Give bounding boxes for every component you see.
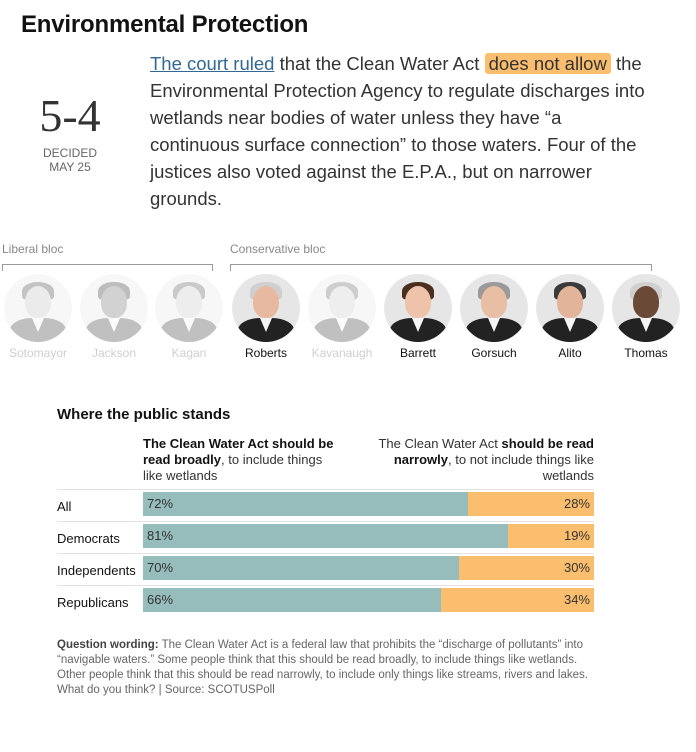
- narrow-header: The Clean Water Act should be read narro…: [364, 436, 594, 484]
- justice-kavanaugh: Kavanaugh: [306, 274, 378, 360]
- stacked-bar: 66% 34%: [143, 588, 594, 612]
- category-label: Republicans: [57, 595, 129, 610]
- justice-portrait: [460, 274, 528, 342]
- justice-barrett: Barrett: [382, 274, 454, 360]
- bar-broad: 70%: [143, 556, 459, 580]
- vote-box: 5-4 DECIDED MAY 25: [20, 90, 120, 175]
- decided-label: DECIDED: [42, 146, 97, 160]
- justice-portrait: [155, 274, 223, 342]
- narrow-header-bold: should be read narrowly: [393, 436, 594, 467]
- justice-jackson: Jackson: [78, 274, 150, 360]
- stacked-bar: 81% 19%: [143, 524, 594, 548]
- ruling-link[interactable]: The court ruled: [150, 53, 275, 74]
- row-divider: [57, 489, 594, 490]
- bar-broad-label: 66%: [147, 592, 174, 607]
- justice-alito: Alito: [534, 274, 606, 360]
- broad-header-rest: , to include things like wetlands: [143, 452, 323, 483]
- conservative-bloc-label: Conservative bloc: [230, 242, 326, 256]
- liberal-bloc-label: Liberal bloc: [2, 242, 64, 256]
- justice-name: Alito: [558, 346, 582, 360]
- category-label: Democrats: [57, 531, 120, 546]
- ruling-summary: The court ruled that the Clean Water Act…: [150, 50, 650, 212]
- justice-roberts: Roberts: [230, 274, 302, 360]
- conservative-bloc-bracket: [230, 264, 652, 271]
- bar-narrow: 30%: [458, 556, 594, 580]
- justice-portrait: [80, 274, 148, 342]
- justice-name: Kagan: [171, 346, 207, 360]
- justice-name: Thomas: [624, 346, 668, 360]
- justice-name: Gorsuch: [471, 346, 517, 360]
- poll-row-all: All 72% 28%: [57, 489, 594, 518]
- bar-broad: 81%: [143, 524, 509, 548]
- justice-thomas: Thomas: [610, 274, 682, 360]
- justice-name: Barrett: [399, 346, 436, 360]
- bar-narrow-label: 19%: [563, 528, 590, 543]
- stacked-bar: 72% 28%: [143, 492, 594, 516]
- stacked-bar: 70% 30%: [143, 556, 594, 580]
- question-wording: Question wording: The Clean Water Act is…: [57, 638, 597, 698]
- justice-name: Jackson: [91, 346, 137, 360]
- bar-narrow: 34%: [440, 588, 594, 612]
- vote-count: 5-4: [39, 90, 101, 141]
- justice-sotomayor: Sotomayor: [2, 274, 74, 360]
- summary-part-2: the Environmental Protection Agency to r…: [150, 53, 645, 209]
- row-divider: [57, 553, 594, 554]
- justice-name: Roberts: [244, 346, 288, 360]
- justice-gorsuch: Gorsuch: [458, 274, 530, 360]
- bar-narrow: 19%: [508, 524, 594, 548]
- justice-portrait: [612, 274, 680, 342]
- row-divider: [57, 585, 594, 586]
- justice-name: Sotomayor: [8, 346, 68, 360]
- bar-broad: 72%: [143, 492, 468, 516]
- summary-part-1: that the Clean Water Act: [274, 53, 485, 74]
- poll-row-independents: Independents 70% 30%: [57, 553, 594, 582]
- justice-portrait: [4, 274, 72, 342]
- justice-portrait: [308, 274, 376, 342]
- justice-name: Kavanaugh: [311, 346, 373, 360]
- liberal-bloc-bracket: [2, 264, 213, 271]
- bar-narrow-label: 34%: [563, 592, 590, 607]
- category-label: All: [57, 499, 72, 514]
- bar-broad-label: 81%: [147, 528, 174, 543]
- justice-kagan: Kagan: [153, 274, 225, 360]
- bar-broad-label: 70%: [147, 560, 174, 575]
- question-wording-label: Question wording:: [57, 639, 159, 651]
- bar-narrow-label: 28%: [563, 496, 590, 511]
- narrow-header-pre: The Clean Water Act: [378, 436, 502, 451]
- row-divider: [57, 521, 594, 522]
- decided-date: MAY 25: [49, 160, 91, 174]
- highlight-does-not-allow: does not allow: [484, 53, 611, 74]
- poll-row-democrats: Democrats 81% 19%: [57, 521, 594, 550]
- broad-header: The Clean Water Act should be read broad…: [143, 436, 343, 484]
- narrow-header-rest: , to not include things like wetlands: [448, 452, 594, 483]
- justice-portrait: [384, 274, 452, 342]
- bar-narrow: 28%: [467, 492, 594, 516]
- bar-broad: 66%: [143, 588, 441, 612]
- justice-portrait: [536, 274, 604, 342]
- justice-portrait: [232, 274, 300, 342]
- poll-title: Where the public stands: [57, 406, 231, 423]
- broad-header-bold: The Clean Water Act should be read broad…: [143, 436, 334, 467]
- bar-narrow-label: 30%: [563, 560, 590, 575]
- page-title: Environmental Protection: [21, 11, 309, 38]
- question-wording-text: The Clean Water Act is a federal law tha…: [57, 639, 588, 696]
- bar-broad-label: 72%: [147, 496, 174, 511]
- poll-row-republicans: Republicans 66% 34%: [57, 585, 594, 614]
- category-label: Independents: [57, 563, 136, 578]
